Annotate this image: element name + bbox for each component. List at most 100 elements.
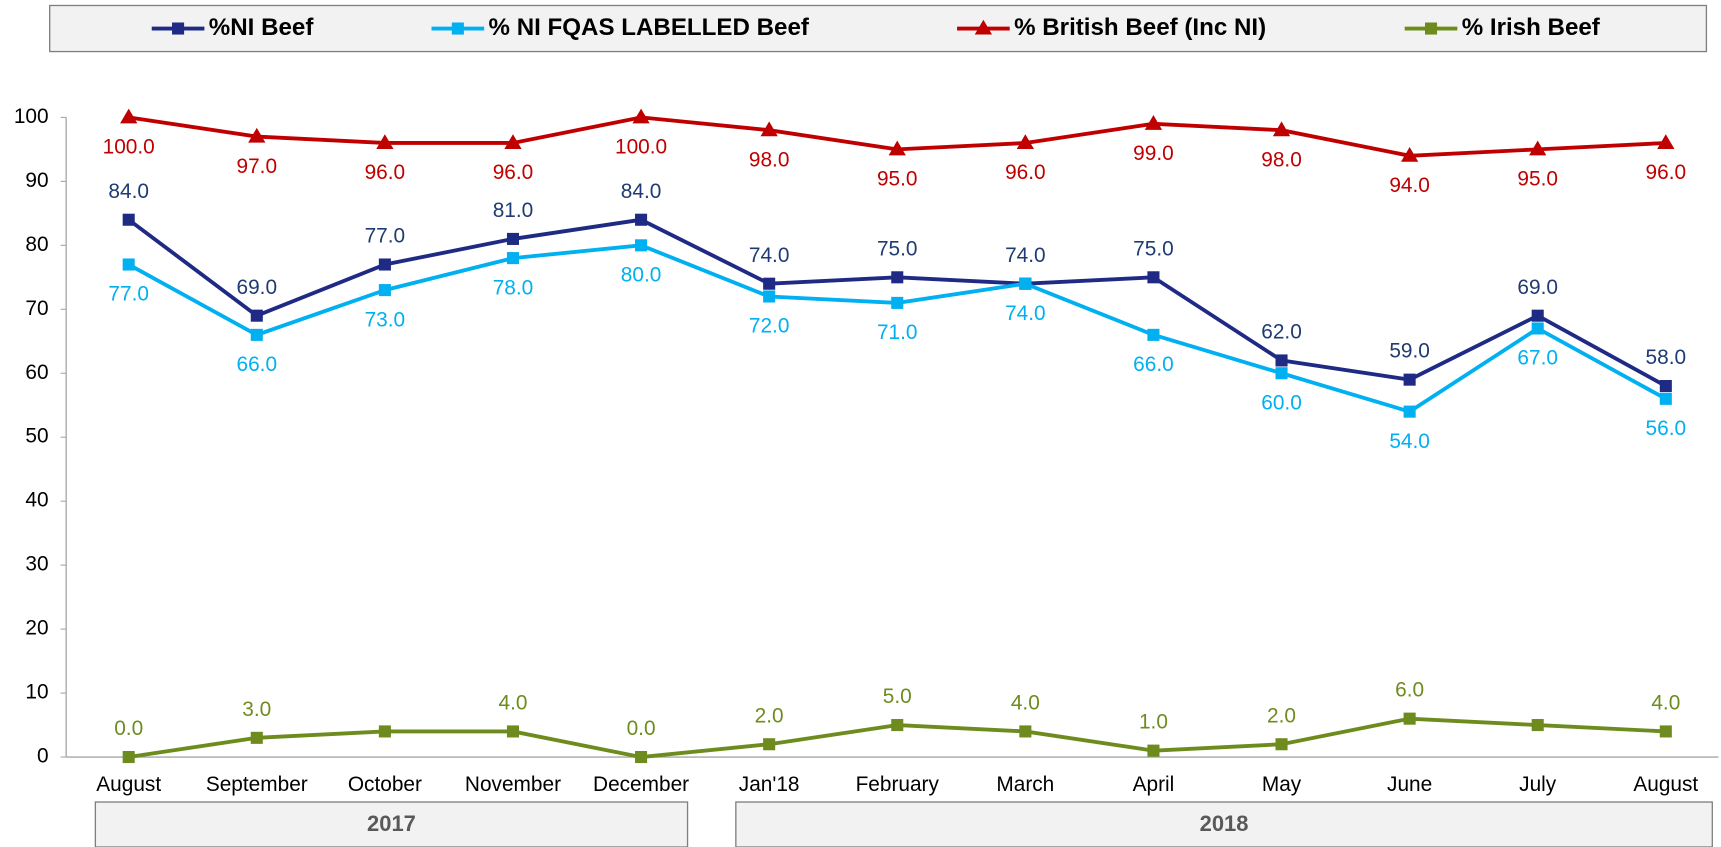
- data-point: [250, 731, 263, 744]
- x-tick-label: May: [1262, 773, 1302, 796]
- data-label: 58.0: [1646, 346, 1687, 369]
- data-point: [1147, 271, 1160, 284]
- legend-marker: [1424, 22, 1438, 35]
- x-tick-label: August: [1633, 773, 1698, 796]
- data-label: 77.0: [108, 283, 149, 306]
- data-label: 100.0: [103, 136, 155, 159]
- data-label: 4.0: [1651, 692, 1680, 715]
- data-label: 95.0: [1517, 168, 1558, 191]
- data-point: [250, 309, 263, 322]
- y-tick-label: 100: [14, 105, 49, 128]
- data-label: 74.0: [1005, 302, 1046, 325]
- data-point: [250, 328, 263, 341]
- data-label: 96.0: [493, 161, 534, 184]
- data-label: 66.0: [237, 353, 278, 376]
- data-point: [1019, 725, 1032, 738]
- data-point: [504, 134, 522, 150]
- data-label: 84.0: [108, 180, 149, 203]
- data-point: [120, 108, 138, 124]
- data-point: [1531, 322, 1544, 335]
- data-label: 98.0: [749, 148, 790, 171]
- y-tick-label: 0: [37, 745, 49, 768]
- data-label: 75.0: [877, 237, 918, 260]
- data-point: [506, 725, 520, 738]
- data-point: [891, 296, 904, 309]
- data-label: 95.0: [877, 168, 918, 191]
- data-label: 69.0: [237, 276, 278, 299]
- data-label: 80.0: [621, 264, 662, 287]
- y-tick-label: 20: [25, 617, 48, 640]
- data-label: 100.0: [615, 136, 667, 159]
- y-tick-label: 80: [25, 233, 48, 256]
- x-tick-label: Jan'18: [739, 773, 800, 796]
- data-label: 78.0: [493, 276, 534, 299]
- legend-marker: [451, 22, 464, 35]
- y-tick-label: 30: [25, 553, 48, 576]
- data-label: 0.0: [114, 717, 143, 740]
- data-point: [635, 239, 648, 252]
- data-label: 97.0: [237, 155, 278, 178]
- data-point: [506, 232, 520, 245]
- data-point: [632, 108, 650, 124]
- data-label: 1.0: [1139, 711, 1168, 734]
- x-tick-label: July: [1519, 773, 1557, 796]
- y-tick-label: 60: [25, 361, 48, 384]
- data-label: 94.0: [1389, 174, 1430, 197]
- data-point: [376, 134, 394, 150]
- year-group-box: [735, 801, 1713, 847]
- data-label: 99.0: [1133, 142, 1174, 165]
- data-label: 96.0: [1646, 161, 1687, 184]
- y-tick-label: 90: [25, 169, 48, 192]
- data-label: 98.0: [1261, 148, 1302, 171]
- data-point: [888, 140, 906, 156]
- data-label: 96.0: [1005, 161, 1046, 184]
- x-tick-label: June: [1387, 773, 1432, 796]
- data-label: 96.0: [365, 161, 406, 184]
- data-label: 71.0: [877, 321, 918, 344]
- y-tick-label: 40: [25, 489, 48, 512]
- data-point: [1657, 134, 1675, 150]
- data-point: [378, 284, 391, 297]
- data-point: [763, 738, 776, 751]
- x-tick-label: March: [996, 773, 1054, 796]
- data-label: 72.0: [749, 315, 790, 338]
- legend-marker: [974, 19, 993, 35]
- data-point: [1147, 744, 1160, 757]
- x-tick-label: November: [465, 773, 561, 796]
- x-tick-label: October: [348, 773, 422, 796]
- data-label: 75.0: [1133, 237, 1174, 260]
- legend-label: % NI FQAS LABELLED Beef: [489, 14, 810, 41]
- x-tick-label: September: [206, 773, 308, 796]
- data-point: [378, 258, 391, 271]
- data-point: [122, 213, 135, 226]
- data-point: [1531, 309, 1544, 322]
- data-point: [1400, 147, 1419, 162]
- legend-label: % Irish Beef: [1462, 14, 1601, 41]
- data-point: [122, 258, 135, 271]
- data-point: [1403, 712, 1416, 725]
- x-tick-label: February: [856, 773, 940, 796]
- data-point: [1275, 738, 1288, 751]
- data-label: 74.0: [1005, 244, 1046, 267]
- data-label: 0.0: [627, 717, 656, 740]
- y-tick-label: 50: [25, 425, 48, 448]
- y-tick-label: 70: [25, 297, 48, 320]
- data-point: [248, 127, 266, 143]
- data-point: [1403, 405, 1416, 418]
- x-tick-label: April: [1133, 773, 1175, 796]
- data-label: 3.0: [242, 698, 271, 721]
- data-label: 60.0: [1261, 391, 1302, 414]
- data-label: 66.0: [1133, 353, 1174, 376]
- x-tick-label: August: [96, 773, 161, 796]
- data-point: [760, 121, 778, 137]
- data-label: 5.0: [883, 685, 912, 708]
- data-label: 81.0: [493, 199, 534, 222]
- data-label: 2.0: [1267, 704, 1296, 727]
- data-label: 2.0: [755, 704, 784, 727]
- data-point: [1147, 328, 1160, 341]
- data-point: [1272, 121, 1291, 137]
- data-point: [891, 719, 904, 732]
- data-point: [1144, 115, 1163, 130]
- data-point: [1659, 725, 1672, 738]
- data-point: [1531, 719, 1544, 732]
